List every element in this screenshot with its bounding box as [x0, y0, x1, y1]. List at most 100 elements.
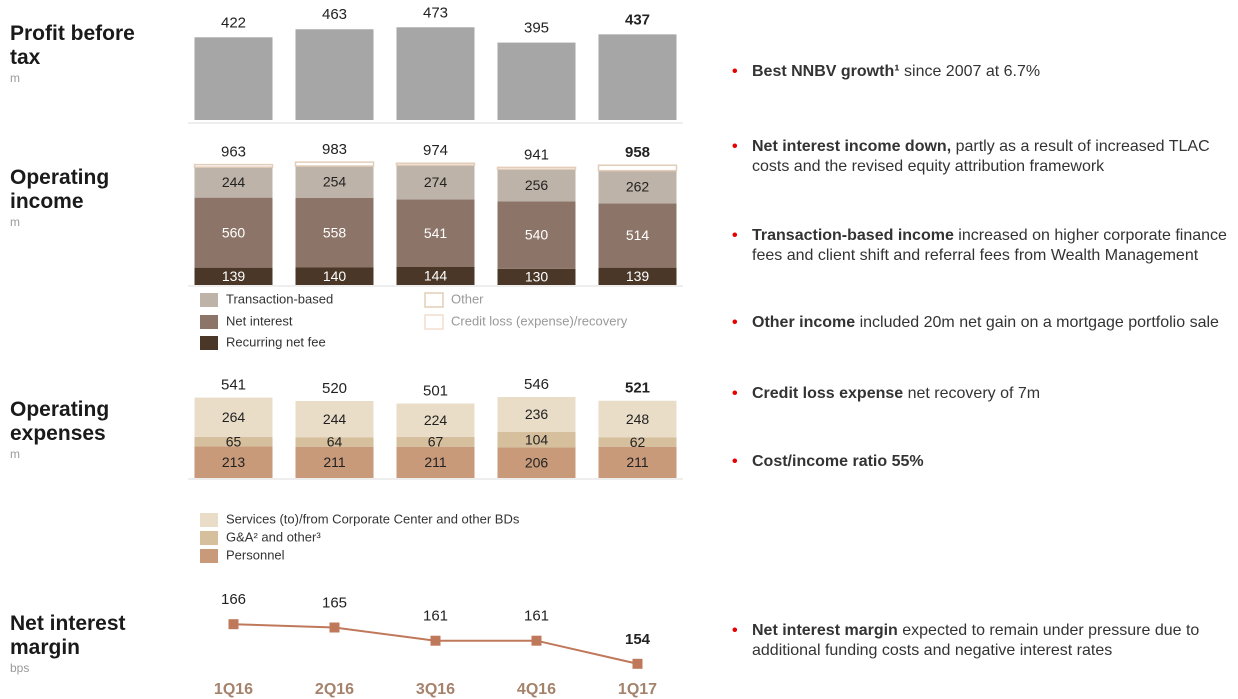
data-label: 224 — [424, 412, 448, 428]
data-label: 206 — [525, 454, 549, 470]
data-label: 236 — [525, 406, 549, 422]
bar-segment — [598, 400, 677, 438]
data-label: 67 — [428, 433, 444, 449]
bullet: Net interest margin expected to remain u… — [732, 621, 1238, 661]
point — [228, 619, 239, 630]
data-label: 262 — [626, 179, 650, 195]
data-label: 514 — [626, 227, 650, 243]
bar-segment — [194, 167, 273, 198]
bar-segment — [396, 446, 475, 478]
chart-title: Net interest margin bps — [10, 612, 170, 676]
bullet-bold: Transaction-based income — [752, 227, 954, 244]
total-label: 983 — [322, 141, 347, 158]
bar-segment — [497, 169, 576, 202]
bullet-bold: Credit loss expense — [752, 385, 904, 402]
data-label: 244 — [222, 174, 246, 190]
data-label: 254 — [323, 174, 347, 190]
legend-label: Personnel — [226, 547, 285, 562]
bar — [497, 42, 576, 120]
data-label: 144 — [424, 268, 448, 284]
x-tick-label: 2Q16 — [315, 681, 354, 698]
bar-segment — [194, 267, 273, 285]
bar-segment — [194, 397, 273, 437]
chart-title: Profit before tax m — [10, 22, 170, 86]
legend-label: Transaction-based — [226, 291, 333, 306]
legend-label: Net interest — [226, 313, 293, 328]
data-label: 560 — [222, 224, 246, 240]
bar-segment — [193, 163, 274, 168]
chart-title-text: Net interest margin — [10, 612, 126, 659]
bullet-text: since 2007 at 6.7% — [899, 63, 1041, 80]
legend-label: Credit loss (expense)/recovery — [451, 313, 628, 328]
bar-segment — [597, 164, 678, 172]
bar-segment — [497, 268, 576, 285]
point — [531, 635, 542, 646]
bar-segment — [295, 166, 374, 198]
bar-segment — [598, 267, 677, 285]
legend-swatch — [200, 513, 218, 527]
data-label: 64 — [327, 434, 343, 450]
bar-segment — [396, 199, 475, 267]
total-label: 520 — [322, 380, 347, 397]
bar-segment — [396, 267, 475, 285]
data-label: 244 — [323, 411, 347, 427]
chart-title-text: Profit before tax — [10, 22, 135, 69]
chart-title: Operating expenses m — [10, 398, 170, 462]
bar-segment — [496, 166, 577, 170]
total-label: 941 — [524, 146, 549, 163]
legend-label: G&A² and other³ — [226, 529, 321, 544]
bullet-bold: Net interest margin — [752, 622, 898, 639]
bar-segment — [497, 447, 576, 478]
data-label: 437 — [625, 11, 650, 28]
bar-segment — [396, 436, 475, 447]
bar-segment — [295, 267, 374, 285]
chart-unit: m — [10, 447, 20, 461]
data-label: 274 — [424, 174, 448, 190]
bar-segment — [194, 446, 273, 478]
chart-unit: m — [10, 215, 20, 229]
bullet: Credit loss expense net recovery of 7m — [732, 384, 1238, 404]
data-label: 541 — [424, 225, 448, 241]
data-label: 139 — [222, 268, 246, 284]
data-label: 540 — [525, 227, 549, 243]
total-label: 974 — [423, 142, 448, 159]
data-label: 248 — [626, 411, 650, 427]
x-tick-label: 1Q17 — [618, 681, 657, 698]
bar-segment — [598, 170, 677, 204]
legend-swatch — [200, 293, 218, 307]
data-label: 264 — [222, 409, 246, 425]
bullet-bold: Best NNBV growth¹ — [752, 63, 900, 80]
data-label: 473 — [423, 4, 448, 21]
data-label: 130 — [525, 269, 549, 285]
bullet-text: expected to remain under pressure due to… — [752, 622, 1200, 659]
bar-segment — [497, 432, 576, 448]
bullet-text: partly as a result of increased TLAC cos… — [752, 138, 1210, 175]
legend-swatch — [200, 315, 218, 329]
data-label: 395 — [524, 20, 549, 37]
bar-segment — [395, 162, 476, 166]
point — [632, 658, 643, 669]
data-label: 139 — [626, 268, 650, 284]
bar-segment — [396, 403, 475, 437]
x-tick-label: 4Q16 — [517, 681, 556, 698]
data-label: 211 — [626, 454, 649, 470]
bar-segment — [295, 197, 374, 268]
legend-swatch — [424, 314, 444, 330]
chart-title-text: Operating income — [10, 166, 110, 213]
bullet: Net interest income down, partly as a re… — [732, 137, 1238, 177]
bar-segment — [295, 446, 374, 478]
bullet-text: increased on higher corporate finance fe… — [752, 227, 1227, 264]
chart-unit: bps — [10, 661, 30, 675]
bullet-bold: Net interest income down, — [752, 138, 952, 155]
data-label: 161 — [524, 608, 549, 625]
data-label: 154 — [625, 631, 651, 648]
total-label: 546 — [524, 376, 549, 393]
bullet: Best NNBV growth¹ since 2007 at 6.7% — [732, 62, 1238, 82]
bar — [295, 29, 374, 121]
chart-title: Operating income m — [10, 166, 170, 230]
data-label: 211 — [424, 454, 447, 470]
legend-swatch — [200, 336, 218, 350]
point — [329, 622, 340, 633]
